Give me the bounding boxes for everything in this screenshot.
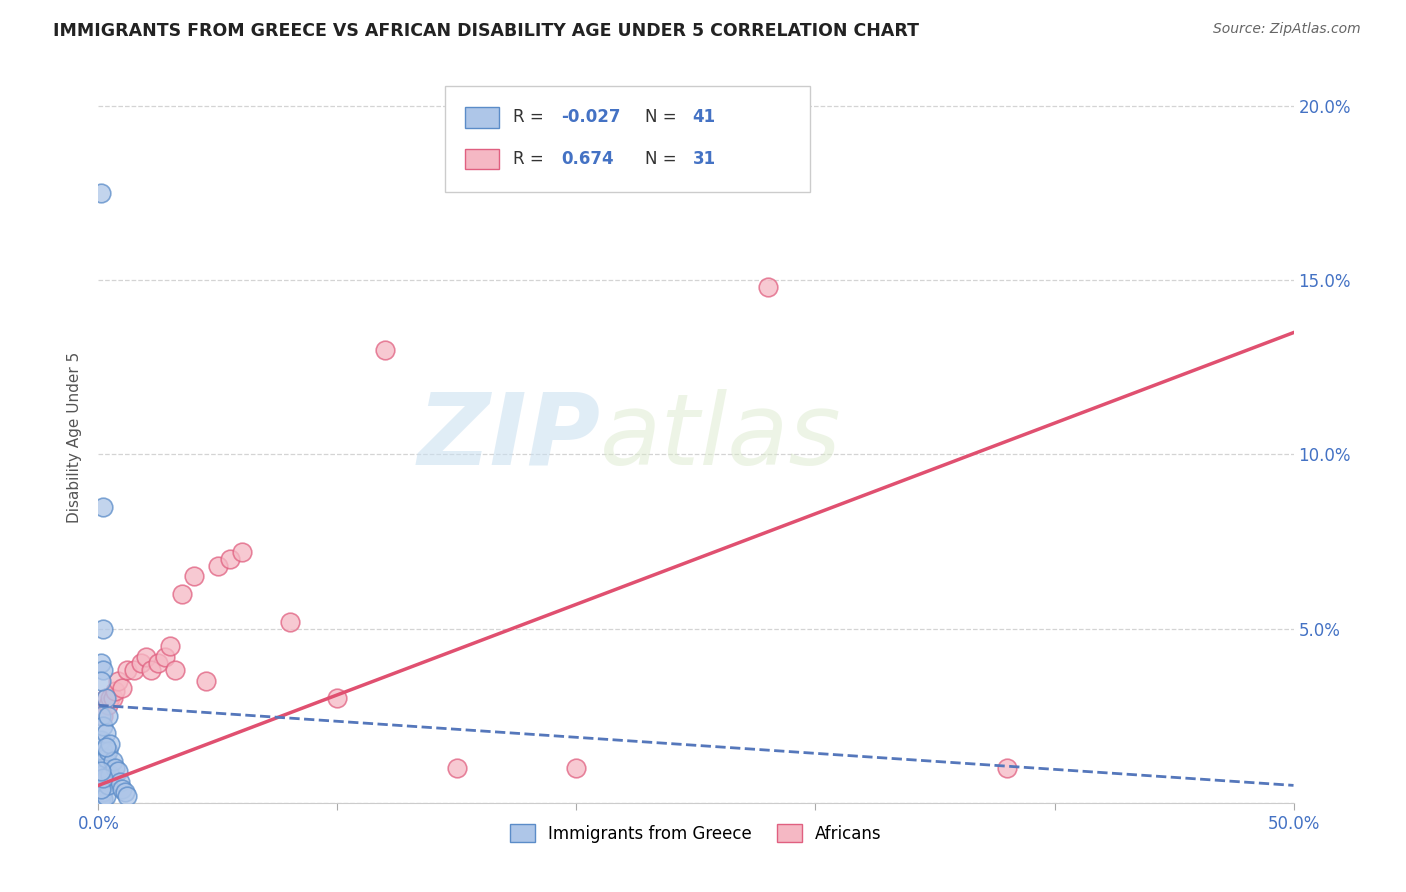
- Point: [94, 789, 117, 803]
- FancyBboxPatch shape: [465, 107, 499, 128]
- Point: [101, 754, 124, 768]
- Point: [97, 743, 120, 757]
- Text: 41: 41: [692, 109, 716, 127]
- Legend: Immigrants from Greece, Africans: Immigrants from Greece, Africans: [503, 818, 889, 849]
- Text: N =: N =: [644, 109, 676, 127]
- Point: [90, 708, 112, 723]
- Point: [90, 733, 112, 747]
- Y-axis label: Disability Age Under 5: Disability Age Under 5: [67, 351, 83, 523]
- FancyBboxPatch shape: [446, 86, 810, 192]
- Point: [90, 673, 112, 688]
- Point: [446, 761, 468, 775]
- Point: [94, 691, 117, 706]
- Text: ZIP: ZIP: [418, 389, 600, 485]
- Point: [195, 673, 218, 688]
- Point: [98, 691, 122, 706]
- Point: [90, 186, 112, 201]
- Text: R =: R =: [513, 150, 544, 168]
- Point: [90, 657, 112, 671]
- Point: [94, 726, 117, 740]
- Point: [91, 775, 114, 789]
- Point: [90, 778, 112, 792]
- Point: [183, 569, 205, 583]
- Point: [155, 649, 177, 664]
- Point: [131, 657, 153, 671]
- Point: [104, 761, 127, 775]
- Point: [104, 684, 127, 698]
- Point: [115, 664, 138, 678]
- Point: [97, 778, 120, 792]
- Point: [374, 343, 396, 357]
- Text: atlas: atlas: [600, 389, 842, 485]
- Point: [111, 781, 134, 796]
- Text: -0.027: -0.027: [561, 109, 620, 127]
- Point: [91, 761, 114, 775]
- Point: [90, 764, 112, 779]
- Text: IMMIGRANTS FROM GREECE VS AFRICAN DISABILITY AGE UNDER 5 CORRELATION CHART: IMMIGRANTS FROM GREECE VS AFRICAN DISABI…: [53, 22, 920, 40]
- Point: [90, 754, 112, 768]
- Text: N =: N =: [644, 150, 676, 168]
- Point: [91, 785, 114, 799]
- Point: [115, 789, 138, 803]
- Point: [148, 657, 170, 671]
- Point: [94, 740, 117, 755]
- Point: [94, 691, 117, 706]
- Point: [97, 708, 120, 723]
- Point: [107, 673, 129, 688]
- Point: [159, 639, 181, 653]
- Point: [172, 587, 194, 601]
- Point: [90, 792, 112, 806]
- Point: [91, 792, 114, 806]
- Point: [231, 545, 253, 559]
- Point: [124, 664, 146, 678]
- Point: [94, 772, 117, 786]
- Point: [91, 708, 114, 723]
- Point: [97, 698, 120, 713]
- Point: [90, 785, 112, 799]
- Point: [90, 789, 112, 803]
- Point: [114, 785, 136, 799]
- Point: [91, 664, 114, 678]
- Point: [108, 775, 131, 789]
- Text: Source: ZipAtlas.com: Source: ZipAtlas.com: [1213, 22, 1361, 37]
- FancyBboxPatch shape: [465, 149, 499, 169]
- Point: [91, 743, 114, 757]
- Point: [207, 558, 229, 573]
- Point: [101, 691, 124, 706]
- Point: [163, 664, 186, 678]
- Point: [995, 761, 1018, 775]
- Point: [91, 719, 114, 733]
- Point: [219, 552, 242, 566]
- Point: [326, 691, 349, 706]
- Point: [756, 280, 779, 294]
- Point: [107, 764, 129, 779]
- Point: [98, 737, 122, 751]
- Point: [111, 681, 134, 695]
- Point: [565, 761, 588, 775]
- Point: [91, 772, 114, 786]
- Text: 0.674: 0.674: [561, 150, 613, 168]
- Point: [278, 615, 301, 629]
- Point: [98, 768, 122, 782]
- Text: R =: R =: [513, 109, 544, 127]
- Text: 31: 31: [692, 150, 716, 168]
- Point: [90, 768, 112, 782]
- Point: [90, 781, 112, 796]
- Point: [90, 778, 112, 792]
- Point: [139, 664, 162, 678]
- Point: [135, 649, 157, 664]
- Point: [94, 750, 117, 764]
- Point: [91, 500, 114, 514]
- Point: [91, 622, 114, 636]
